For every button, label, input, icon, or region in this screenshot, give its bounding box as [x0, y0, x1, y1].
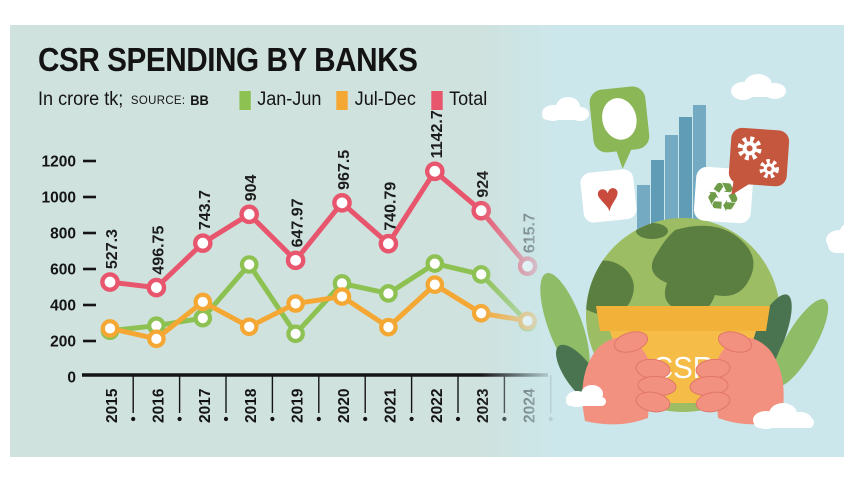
speech-bubble-icon	[589, 86, 650, 169]
x-tick-dot	[409, 416, 414, 422]
legend-item-total: Total	[431, 89, 487, 111]
gears-icon	[728, 127, 790, 196]
data-point-marker	[332, 287, 352, 306]
y-tick-label: 200	[50, 334, 76, 351]
x-year-label: 2020	[336, 389, 353, 423]
series-line-total	[107, 168, 531, 291]
legend-item-jan-jun: Jan-Jun	[239, 89, 321, 111]
chart-legend: Jan-Jun Jul-Dec Total	[224, 89, 487, 111]
x-year-label: 2018	[243, 388, 260, 423]
x-year-label: 2021	[382, 388, 399, 423]
data-point-marker	[239, 255, 259, 274]
x-year-label: 2022	[429, 389, 446, 423]
total-value-label: 1142.7	[429, 110, 446, 158]
data-point-marker	[425, 254, 445, 273]
legend-swatch-jul-dec	[336, 90, 349, 110]
y-tick-label: 600	[50, 262, 76, 279]
data-point-marker	[332, 193, 352, 213]
data-point-marker	[378, 233, 399, 254]
total-value-label: 527.3	[104, 229, 121, 269]
heart-icon: ♥	[580, 169, 637, 223]
total-value-label: 740.79	[382, 182, 399, 231]
x-year-label: 2016	[150, 388, 167, 423]
source-value: BB	[190, 92, 209, 108]
chart-panel: 0 200 400 600 800 1000 1200 2015 2016 2017 2018 201…	[10, 25, 844, 457]
y-tick-label: 1200	[42, 154, 76, 171]
svg-text:♥: ♥	[594, 175, 622, 221]
data-point-marker	[379, 317, 398, 337]
data-point-marker	[286, 294, 305, 313]
data-point-marker	[192, 233, 213, 253]
data-point-marker	[193, 292, 213, 312]
legend-swatch-jan-jun	[239, 90, 251, 110]
total-value-label: 743.7	[197, 190, 214, 230]
cloud	[566, 385, 606, 407]
total-value-label: 647.97	[290, 198, 307, 247]
data-point-marker	[286, 324, 305, 344]
data-point-marker	[285, 250, 306, 271]
csr-illustration: ♥ ♻	[480, 25, 844, 457]
y-tick-label: 0	[67, 370, 76, 387]
data-point-marker	[100, 319, 120, 338]
data-point-marker	[100, 272, 120, 292]
data-point-marker	[239, 204, 259, 225]
x-year-label: 2015	[104, 388, 121, 423]
data-point-marker	[146, 277, 167, 298]
x-tick-dot	[363, 416, 368, 422]
x-tick-dot	[177, 416, 182, 422]
y-tick-label: 1000	[42, 190, 76, 207]
x-year-label: 2019	[290, 388, 307, 423]
x-tick-dot	[131, 416, 136, 422]
x-tick-dot	[270, 416, 275, 422]
cloud	[542, 97, 589, 121]
unit-label: In crore tk;	[38, 89, 124, 110]
legend-item-jul-dec: Jul-Dec	[336, 89, 416, 111]
data-point-marker	[379, 284, 398, 303]
y-tick-label: 800	[50, 226, 76, 243]
data-point-marker	[424, 161, 445, 182]
chart-subtitle: In crore tk; SOURCE: BB Jan-Jun Jul-Dec …	[38, 89, 487, 111]
series-line-jul-dec	[107, 282, 531, 342]
total-value-label: 967.5	[336, 150, 353, 190]
data-point-marker	[425, 275, 445, 294]
cloud	[731, 74, 786, 100]
x-year-label: 2017	[197, 389, 214, 423]
source-label: SOURCE:	[130, 93, 186, 107]
total-value-label: 904	[243, 174, 260, 201]
data-point-marker	[239, 317, 259, 337]
cloud	[753, 403, 814, 429]
x-tick-dot	[316, 416, 321, 422]
legend-swatch-total	[431, 90, 443, 110]
y-tick-label: 400	[50, 298, 76, 315]
page-title: CSR SPENDING BY BANKS	[38, 41, 418, 78]
x-tick-dot	[455, 416, 461, 422]
cloud	[826, 224, 844, 253]
data-point-marker	[193, 308, 213, 328]
x-tick-dot	[223, 416, 229, 422]
total-value-label: 496.75	[150, 226, 167, 275]
hands-icon	[582, 327, 785, 425]
data-point-marker	[147, 329, 166, 349]
